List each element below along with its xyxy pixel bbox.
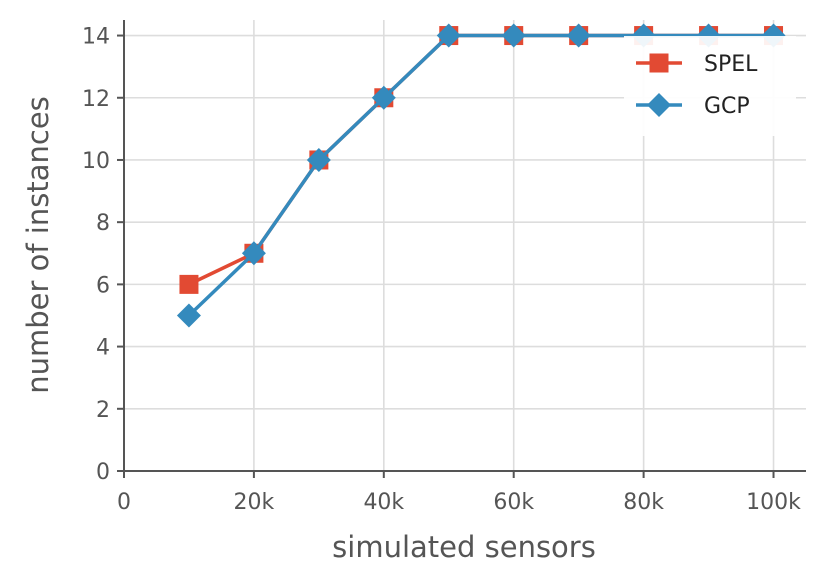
data-point-gcp-1: [241, 241, 266, 266]
legend-swatch-marker: [647, 93, 671, 117]
legend-label: GCP: [704, 94, 750, 119]
x-tick-label: 20k: [234, 490, 275, 515]
axes: [123, 20, 806, 472]
x-axis-label: simulated sensors: [332, 530, 596, 564]
legend-swatch-marker: [649, 53, 669, 73]
data-point-gcp-2: [306, 147, 331, 172]
legend-box: [624, 36, 796, 136]
x-tick-label: 0: [117, 490, 131, 515]
legend-label: SPEL: [704, 52, 758, 77]
x-tick-label: 80k: [623, 490, 664, 515]
series-line-gcp: [187, 33, 774, 317]
legend: SPEL GCP: [624, 36, 796, 136]
legend-item-spel: SPEL: [636, 52, 758, 77]
data-point-gcp-3: [371, 85, 396, 110]
series: [176, 23, 786, 328]
data-point-gcp-0: [176, 303, 201, 328]
y-tick-label: 10: [82, 149, 110, 174]
x-tick-label: 100k: [746, 490, 801, 515]
data-point-spel-0: [179, 274, 199, 294]
x-tick-label: 40k: [363, 490, 404, 515]
legend-item-gcp: GCP: [636, 93, 750, 119]
y-axis-label: number of instances: [21, 96, 55, 394]
y-tick-label: 4: [96, 336, 110, 361]
x-tick-label: 60k: [493, 490, 534, 515]
y-tick-label: 2: [96, 398, 110, 423]
y-tick-label: 0: [96, 460, 110, 485]
y-tick-label: 8: [96, 211, 110, 236]
y-tick-label: 6: [96, 273, 110, 298]
data-point-gcp-6: [566, 23, 591, 48]
y-tick-label: 12: [82, 87, 110, 112]
data-point-gcp-5: [501, 23, 526, 48]
y-tick-label: 14: [82, 25, 110, 50]
ticks: 0 2 4 6 8 10 12 14 0 20k 40k 60k 80k 100k: [82, 25, 801, 515]
data-point-gcp-4: [436, 23, 461, 48]
